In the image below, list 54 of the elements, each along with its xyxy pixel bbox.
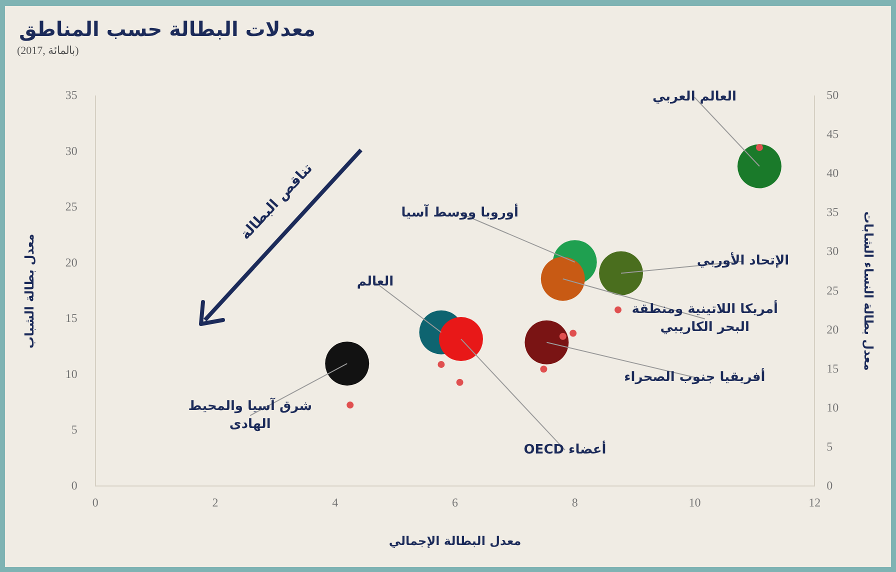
annotation: العالم bbox=[356, 274, 394, 290]
y2-tick-label: 50 bbox=[826, 88, 839, 102]
y-axis-title: معدل بطالة الشباب bbox=[22, 234, 36, 348]
chart-title: معدلات البطالة حسب المناطق bbox=[19, 17, 316, 41]
point bbox=[346, 402, 354, 409]
y-tick-label: 10 bbox=[65, 366, 78, 381]
y2-tick-label: 5 bbox=[826, 439, 833, 454]
point bbox=[614, 306, 622, 314]
y-tick-label: 15 bbox=[65, 311, 78, 326]
annotation: أمريكا اللاتينية ومنطقة البحر الكاريبي bbox=[632, 300, 778, 336]
y2-tick-label: 0 bbox=[826, 478, 833, 492]
x-axis-title: معدل البطالة الإجمالي bbox=[388, 534, 522, 548]
annotation: أوروبا ووسط آسيا bbox=[401, 203, 518, 220]
point bbox=[737, 144, 782, 188]
annotation: تناقص البطالة bbox=[238, 160, 316, 243]
annotation: العالم العربي bbox=[652, 90, 736, 105]
point bbox=[524, 320, 569, 364]
y2-axis-title: معدل بطالة النساء الشابات bbox=[862, 211, 876, 371]
chart-subtitle: (2017, بالمائة) bbox=[17, 45, 80, 57]
point bbox=[599, 251, 644, 296]
y2-tick-label: 45 bbox=[826, 127, 839, 142]
x-tick-label: 10 bbox=[688, 496, 701, 510]
y-tick-label: 25 bbox=[65, 200, 78, 214]
annotation: الإتحاد الأوربي bbox=[696, 252, 790, 269]
y2-tick-label: 40 bbox=[826, 166, 839, 180]
x-tick-label: 2 bbox=[212, 496, 218, 510]
y2-tick-label: 25 bbox=[826, 283, 839, 298]
x-tick-label: 6 bbox=[452, 496, 458, 510]
x-tick-label: 0 bbox=[92, 496, 98, 510]
x-tick-label: 4 bbox=[332, 496, 338, 510]
point bbox=[456, 378, 464, 386]
y-tick-label: 30 bbox=[65, 144, 78, 158]
y-tick-label: 20 bbox=[65, 255, 78, 270]
y2-tick-label: 20 bbox=[826, 322, 839, 336]
y-tick-label: 5 bbox=[71, 422, 78, 437]
point bbox=[540, 366, 548, 373]
x-tick-label: 12 bbox=[808, 496, 821, 510]
y-tick-label: 35 bbox=[65, 88, 78, 102]
annotation: شرق آسيا والمحيط الهادى bbox=[188, 396, 312, 432]
point bbox=[570, 330, 577, 337]
point bbox=[325, 342, 370, 386]
y2-tick-label: 35 bbox=[826, 205, 839, 220]
annotation: أعضاء OECD bbox=[524, 440, 606, 458]
point bbox=[756, 144, 763, 152]
annotation: أفريقيا جنوب الصحراء bbox=[624, 368, 766, 385]
point bbox=[438, 317, 483, 362]
y2-tick-label: 10 bbox=[826, 400, 839, 414]
point bbox=[438, 360, 445, 368]
point bbox=[559, 332, 566, 340]
y2-tick-label: 30 bbox=[826, 244, 839, 258]
x-tick-label: 8 bbox=[572, 496, 578, 510]
point bbox=[540, 256, 585, 301]
y2-tick-label: 15 bbox=[826, 361, 839, 376]
y-tick-label: 0 bbox=[71, 478, 78, 492]
